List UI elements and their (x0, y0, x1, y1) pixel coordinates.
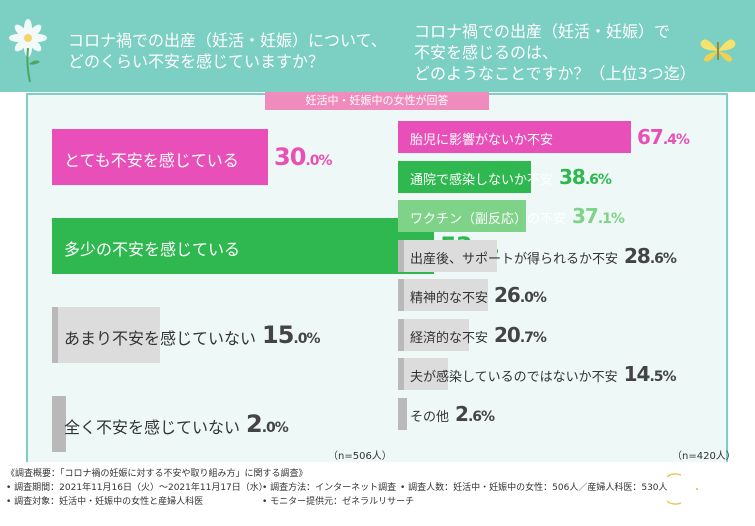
bar (398, 121, 631, 153)
right-question-line-3: どのようなことですか？（上位3つ迄） (414, 64, 696, 83)
survey-title: 《調査概要：「コロナ禍の妊娠に対する不安や取り組み方」に関する調査》 (6, 469, 308, 479)
bar-row: 全く不安を感じていない 2.0% (52, 396, 382, 452)
bar (52, 307, 160, 363)
bar (398, 239, 497, 272)
bar-label: 多少の不安を感じている (64, 240, 241, 260)
bar-label: あまり不安を感じていない (64, 329, 257, 349)
bar-label: 出産後、サポートが得られるか不安 (410, 251, 619, 267)
bar-row: その他 2.6% (398, 397, 718, 430)
bar-value: 28.6% (624, 243, 677, 268)
bar-label: 通院で感染しないか不安 (410, 172, 554, 188)
bar-label: 経済的な不安 (410, 330, 489, 346)
bar-row: 経済的な不安 20.7% (398, 318, 718, 351)
right-question-line-1: コロナ禍での出産（妊活・妊娠）で (414, 22, 671, 41)
butterfly-icon (700, 39, 736, 62)
bar (398, 358, 448, 390)
bar-label: その他 (410, 409, 450, 425)
bar-value: 2.0% (246, 409, 289, 438)
bar-label: 胎児に影響がないか不安 (410, 133, 554, 149)
bar (398, 279, 488, 311)
right-sample-size: （n=420人） (672, 451, 736, 462)
left-question-line-2: どのくらい不安を感じていますか？ (68, 52, 325, 71)
bar (398, 318, 469, 351)
bar-row: 胎児に影響がないか不安 67.4% (398, 121, 718, 153)
bar-row: 通院で感染しないか不安 38.6% (398, 160, 718, 193)
flower-icon (9, 19, 47, 83)
bar-label: 全く不安を感じていない (64, 418, 241, 438)
survey-period: • 調査期間：2021年11月16日（火）～2021年11月17日（水） (6, 483, 268, 493)
bar-value: 30.0% (274, 142, 333, 171)
bar-row: 精神的な不安 26.0% (398, 279, 718, 311)
survey-footer: 《調査概要：「コロナ禍の妊娠に対する不安や取り組み方」に関する調査》 • 調査期… (0, 462, 755, 526)
survey-provider: • モニター提供元：ゼネラルリサーチ (262, 497, 415, 507)
left-sample-size: （n=506人） (328, 451, 392, 462)
bar (398, 200, 526, 232)
left-question-line-1: コロナ禍での出産（妊活・妊娠）について、 (68, 31, 387, 50)
bar-label: 精神的な不安 (410, 291, 489, 307)
bar-label: とても不安を感じている (64, 151, 239, 171)
mama-champ-logo (667, 473, 698, 505)
bar-row: 出産後、サポートが得られるか不安 28.6% (398, 239, 718, 272)
bar-label: 夫が感染しているのではないか不安 (410, 370, 618, 386)
right-question-line-2: 不安を感じるのは、 (414, 43, 559, 62)
survey-method: • 調査方法：インターネット調査 (262, 483, 397, 493)
bar-label: ワクチン（副反応）の不安 (410, 212, 567, 228)
survey-target: • 調査対象：妊活中・妊娠中の女性と産婦人科医 (6, 497, 204, 507)
bar-value: 2.6% (455, 401, 495, 426)
bar (52, 218, 434, 274)
bar-row: とても不安を感じている 30.0% (52, 129, 382, 185)
bar-value: 20.7% (494, 322, 547, 347)
right-question: コロナ禍での出産（妊活・妊娠）で 不安を感じるのは、 どのようなことですか？（上… (414, 21, 696, 84)
bar-value: 38.6% (559, 164, 612, 189)
bar (52, 129, 268, 185)
bar-row: あまり不安を感じていない 15.0% (52, 307, 382, 363)
left-question: コロナ禍での出産（妊活・妊娠）について、 どのくらい不安を感じていますか？ (68, 30, 387, 72)
bar-value: 67.4% (637, 125, 690, 149)
survey-count: • 調査人数：妊活中・妊娠中の女性：506人／産婦人科医：530人 (400, 483, 668, 493)
bar-value: 26.0% (494, 283, 547, 307)
bar-row: 夫が感染しているのではないか不安 14.5% (398, 358, 718, 390)
respondent-banner: 妊活中・妊娠中の女性が回答 (265, 92, 489, 110)
bar (398, 160, 531, 193)
bar-row: 多少の不安を感じている53.0% (52, 218, 499, 274)
bar-value: 15.0% (262, 320, 321, 349)
bar-row: ワクチン（副反応）の不安 37.1% (398, 200, 718, 232)
bar-value: 37.1% (572, 204, 625, 228)
bar-value: 14.5% (623, 362, 677, 386)
header-banner: コロナ禍での出産（妊活・妊娠）について、 どのくらい不安を感じていますか？ コロ… (0, 0, 755, 92)
